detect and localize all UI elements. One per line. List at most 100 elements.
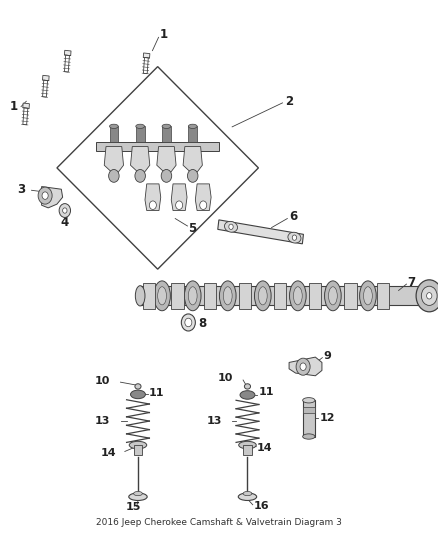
Circle shape	[292, 235, 297, 240]
Ellipse shape	[110, 124, 118, 128]
Text: 16: 16	[254, 502, 270, 511]
Ellipse shape	[184, 281, 201, 311]
Circle shape	[300, 363, 306, 370]
Text: 4: 4	[61, 216, 69, 229]
Circle shape	[38, 187, 52, 204]
Bar	[136, 126, 145, 142]
Ellipse shape	[134, 491, 142, 496]
Polygon shape	[218, 220, 304, 244]
Circle shape	[59, 204, 71, 217]
Text: 8: 8	[198, 317, 206, 330]
Text: 13: 13	[206, 416, 222, 426]
Circle shape	[185, 318, 192, 327]
Ellipse shape	[136, 124, 145, 128]
Ellipse shape	[325, 281, 341, 311]
Text: 10: 10	[218, 374, 233, 383]
Ellipse shape	[223, 287, 232, 305]
Bar	[110, 126, 118, 142]
Polygon shape	[42, 187, 63, 208]
Ellipse shape	[244, 384, 251, 389]
Polygon shape	[42, 80, 48, 97]
Text: 7: 7	[407, 276, 416, 289]
Ellipse shape	[303, 398, 315, 403]
Polygon shape	[23, 103, 29, 108]
Ellipse shape	[219, 281, 236, 311]
Ellipse shape	[129, 493, 147, 500]
Bar	[303, 400, 315, 437]
Ellipse shape	[303, 434, 315, 439]
Polygon shape	[143, 58, 148, 74]
Circle shape	[427, 293, 432, 299]
Circle shape	[161, 169, 172, 182]
Text: 14: 14	[257, 443, 273, 453]
Ellipse shape	[239, 441, 256, 449]
Circle shape	[229, 224, 233, 230]
Text: 10: 10	[95, 376, 110, 386]
Text: 2: 2	[285, 95, 293, 108]
Bar	[171, 283, 184, 309]
Bar	[274, 283, 286, 309]
Polygon shape	[143, 53, 150, 58]
Circle shape	[42, 192, 48, 199]
Ellipse shape	[188, 287, 197, 305]
Polygon shape	[23, 108, 28, 125]
Circle shape	[416, 280, 438, 312]
Text: 1: 1	[10, 100, 18, 113]
Text: 13: 13	[95, 416, 110, 426]
Polygon shape	[289, 357, 322, 376]
Text: 5: 5	[188, 222, 197, 235]
Bar	[239, 283, 251, 309]
Ellipse shape	[258, 287, 267, 305]
Text: 12: 12	[319, 414, 335, 423]
Ellipse shape	[243, 491, 252, 496]
Polygon shape	[131, 147, 150, 172]
Bar	[377, 283, 389, 309]
Circle shape	[181, 314, 195, 331]
Ellipse shape	[154, 281, 170, 311]
Ellipse shape	[293, 287, 302, 305]
Circle shape	[109, 169, 119, 182]
Bar	[134, 445, 142, 455]
Ellipse shape	[290, 281, 306, 311]
Ellipse shape	[240, 391, 255, 399]
Text: 14: 14	[101, 448, 117, 457]
Bar	[140, 286, 429, 305]
Polygon shape	[42, 75, 49, 80]
Circle shape	[187, 169, 198, 182]
Text: 15: 15	[126, 503, 141, 512]
Polygon shape	[64, 55, 70, 72]
Polygon shape	[145, 184, 161, 211]
Bar	[303, 407, 315, 413]
Bar	[204, 283, 216, 309]
Bar	[188, 126, 197, 142]
Bar	[243, 445, 252, 455]
Bar	[162, 126, 171, 142]
Polygon shape	[171, 184, 187, 211]
Circle shape	[135, 169, 145, 182]
Text: 6: 6	[289, 211, 297, 223]
Text: 3: 3	[18, 183, 26, 196]
Text: 11: 11	[258, 387, 274, 397]
Ellipse shape	[162, 124, 171, 128]
Bar	[143, 283, 155, 309]
Ellipse shape	[360, 281, 376, 311]
Ellipse shape	[288, 232, 301, 243]
Circle shape	[149, 201, 156, 209]
Ellipse shape	[238, 493, 257, 500]
Ellipse shape	[188, 124, 197, 128]
Ellipse shape	[135, 286, 145, 306]
Text: 2016 Jeep Cherokee Camshaft & Valvetrain Diagram 3: 2016 Jeep Cherokee Camshaft & Valvetrain…	[96, 518, 342, 527]
Ellipse shape	[254, 281, 271, 311]
Text: 11: 11	[149, 389, 164, 398]
Bar	[96, 142, 219, 151]
Circle shape	[63, 208, 67, 213]
Polygon shape	[104, 147, 124, 172]
Text: 9: 9	[323, 351, 331, 361]
Ellipse shape	[131, 390, 145, 399]
Circle shape	[176, 201, 183, 209]
Polygon shape	[64, 50, 71, 55]
Bar	[309, 283, 321, 309]
Ellipse shape	[364, 287, 372, 305]
Text: 1: 1	[160, 28, 168, 41]
Ellipse shape	[158, 287, 166, 305]
